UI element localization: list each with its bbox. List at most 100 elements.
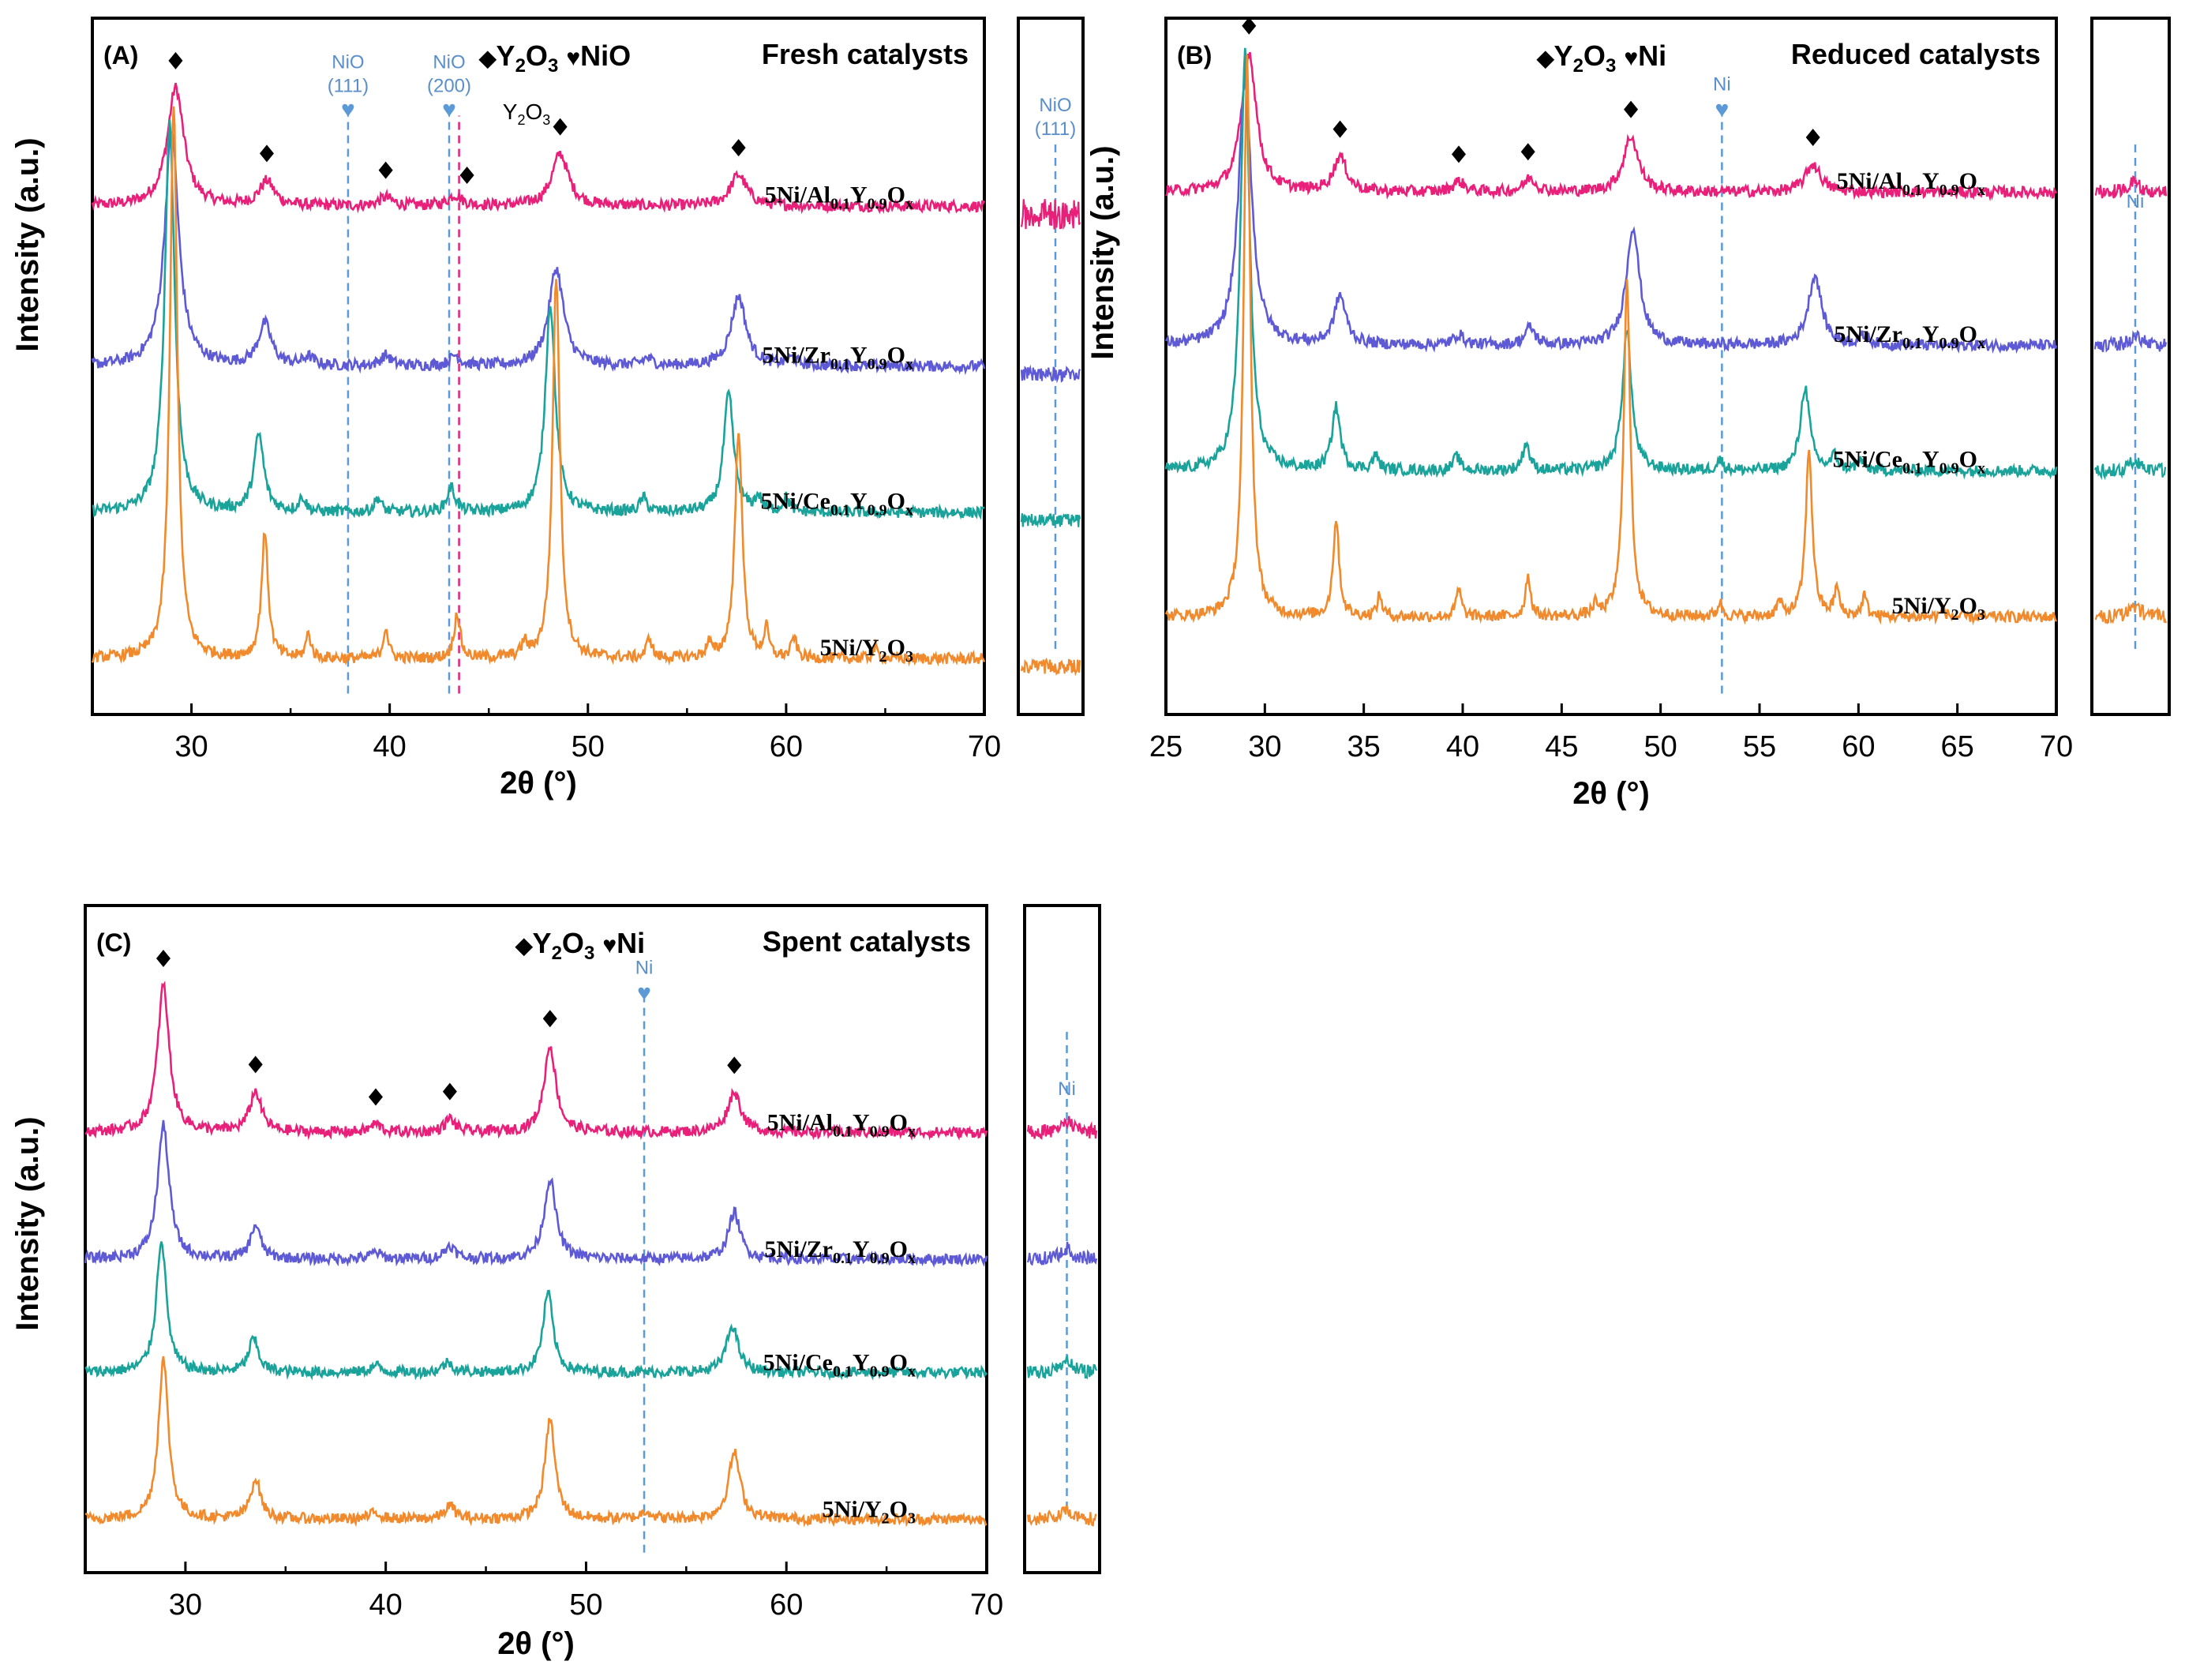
y-axis-label: Intensity (a.u.): [1085, 145, 1120, 359]
legend: ◆Y2O3 ♥Ni: [1536, 39, 1666, 77]
x-axis-label: 2θ (°): [500, 766, 577, 801]
heart-marker: ♥: [1715, 96, 1729, 122]
inset-series-teal: [2093, 457, 2167, 481]
x-tick-label: 40: [1446, 730, 1479, 763]
inset-frame: [1023, 904, 1101, 1574]
diamond-marker: [1624, 100, 1639, 118]
x-axis-label: 2θ (°): [1572, 776, 1650, 811]
series-line-teal: [1164, 47, 2058, 480]
x-tick-label: 40: [369, 1588, 403, 1622]
panel-title: Fresh catalysts: [762, 38, 969, 70]
diamond-marker: [368, 1088, 383, 1106]
inset-series-purple: [1020, 364, 1081, 384]
inset-series-teal: [1020, 513, 1081, 528]
series-label: 5Ni/Y2O3: [1892, 593, 1985, 624]
series-line-pink: [91, 82, 986, 215]
heart-marker: ♥: [637, 980, 651, 1006]
diamond-marker: [168, 51, 183, 69]
inset-series-pink: [1020, 199, 1081, 231]
x-tick-label: 50: [1644, 730, 1677, 763]
diamond-marker: [1805, 128, 1820, 146]
panel-b: 5Ni/Al0.1Y0.9Ox 5Ni/Zr0.1Y0.9Ox 5Ni/Ce0.1Y…: [1085, 17, 2171, 811]
series-line-orange: [91, 106, 986, 667]
series-label: 5Ni/Ce0.1Y0.9Ox: [763, 1349, 916, 1380]
series-label: 5Ni/Zr0.1Y0.9Ox: [762, 342, 913, 373]
series-line-pink: [84, 981, 988, 1142]
series-line-orange: [1164, 54, 2058, 626]
ref-label-hkl: (111): [328, 75, 369, 96]
inset-label: Ni: [1058, 1078, 1076, 1100]
series-line-pink: [1164, 51, 2058, 202]
series-line-teal: [84, 1241, 988, 1382]
x-tick-label: 35: [1347, 730, 1381, 763]
series-label: 5Ni/Y2O3: [820, 635, 913, 666]
y-axis-label: Intensity (a.u.): [10, 1116, 45, 1330]
inset-series-teal: [1026, 1355, 1098, 1380]
panel-label: (A): [103, 41, 138, 69]
inset-label: NiO: [1039, 95, 1071, 116]
y-axis-label: Intensity (a.u.): [10, 137, 45, 351]
diamond-marker: [442, 1082, 457, 1101]
legend: ◆Y2O3 ♥NiO: [478, 39, 631, 77]
diamond-marker: [542, 1010, 557, 1028]
x-tick-label: 60: [770, 730, 803, 763]
diamond-marker: [731, 139, 746, 157]
ref-label: NiO: [332, 51, 364, 73]
inset-series-orange: [2094, 602, 2168, 624]
diamond-marker: [1520, 143, 1535, 161]
series-label: 5Ni/Al0.1Y0.9Ox: [1837, 168, 1985, 199]
inset-label-hkl: (111): [1035, 118, 1076, 140]
legend: ◆Y2O3 ♥Ni: [515, 927, 645, 964]
diamond-marker: [553, 118, 568, 136]
heart-marker: ♥: [341, 96, 355, 122]
x-tick-label: 30: [169, 1588, 202, 1622]
series-line-teal: [92, 119, 985, 520]
inset-frame: [1017, 17, 1085, 716]
panel-a: 5Ni/Al0.1Y0.9Ox 5Ni/Zr0.1Y0.9Ox 5Ni/Ce0.1Y…: [10, 17, 1085, 801]
series-label: 5Ni/Zr0.1Y0.9Ox: [764, 1236, 916, 1267]
diamond-marker: [459, 166, 474, 184]
series-label: 5Ni/Al0.1Y0.9Ox: [767, 1109, 916, 1140]
x-tick-label: 45: [1545, 730, 1578, 763]
ref-label-hkl: (200): [427, 75, 471, 96]
x-tick-label: 70: [2040, 730, 2073, 763]
series-label: 5Ni/Al0.1Y0.9Ox: [765, 182, 913, 212]
inset-panel: NiO(111): [1017, 17, 1085, 716]
x-tick-label: 60: [1842, 730, 1875, 763]
inset-series-pink: [1026, 1116, 1098, 1140]
x-tick-label: 40: [373, 730, 407, 763]
x-tick-label: 50: [569, 1588, 602, 1622]
diamond-marker: [378, 161, 393, 179]
diamond-marker: [248, 1056, 263, 1074]
inset-label: Ni: [2127, 191, 2145, 212]
inset-series-orange: [1020, 657, 1081, 677]
plot-frame: [1164, 17, 2058, 716]
x-tick-label: 30: [1248, 730, 1281, 763]
series-line-purple: [84, 1119, 988, 1269]
series-line-orange: [84, 1356, 988, 1528]
ref-label: Ni: [635, 957, 654, 978]
inset-series-pink: [2094, 175, 2168, 199]
inset-series-purple: [2093, 329, 2168, 353]
ref-label: NiO: [433, 51, 465, 73]
x-tick-label: 55: [1743, 730, 1776, 763]
series-label: 5Ni/Zr0.1Y0.9Ox: [1834, 321, 1985, 352]
y2o3-annotation: Y2O3: [503, 99, 551, 128]
inset-series-orange: [1026, 1504, 1097, 1527]
heart-marker: ♥: [442, 96, 456, 122]
panel-label: (B): [1177, 41, 1212, 69]
series-label: 5Ni/Ce0.1Y0.9Ox: [1833, 447, 1985, 478]
x-tick-label: 30: [174, 730, 208, 763]
panel-label: (C): [96, 928, 131, 957]
x-tick-label: 70: [970, 1588, 1003, 1622]
inset-panel: Ni: [2090, 17, 2171, 716]
x-tick-label: 65: [1941, 730, 1974, 763]
x-tick-label: 25: [1149, 730, 1182, 763]
inset-series-purple: [1026, 1241, 1098, 1266]
diamond-marker: [1451, 145, 1466, 163]
inset-panel: Ni: [1023, 904, 1101, 1574]
x-tick-label: 50: [572, 730, 605, 763]
panel-title: Reduced catalysts: [1791, 38, 2041, 70]
diamond-marker: [1332, 120, 1347, 138]
